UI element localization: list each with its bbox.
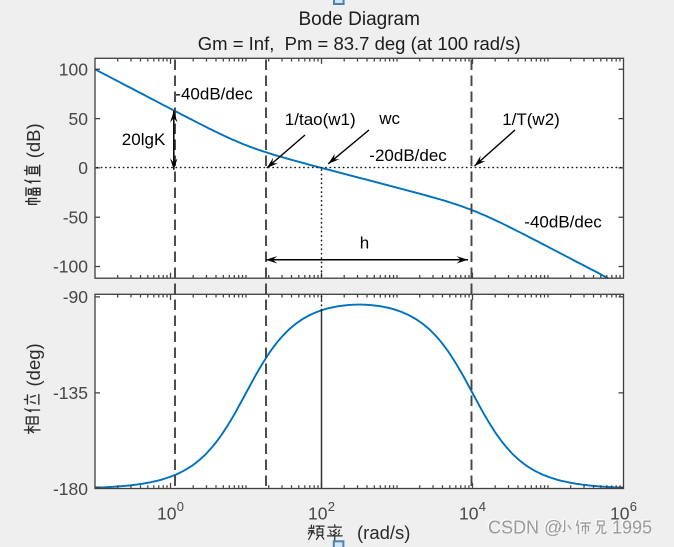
- svg-text:(dB): (dB): [23, 123, 44, 158]
- svg-text:50: 50: [69, 109, 89, 129]
- svg-text:10: 10: [308, 504, 328, 524]
- svg-text:(deg): (deg): [23, 343, 44, 386]
- svg-text:-40dB/dec: -40dB/dec: [524, 213, 602, 232]
- svg-text:Gm = Inf, Pm = 83.7 deg (at 1: Gm = Inf, Pm = 83.7 deg (at 100 rad/s): [198, 33, 521, 54]
- svg-text:10: 10: [459, 504, 479, 524]
- svg-text:-180: -180: [53, 479, 88, 499]
- svg-text:2: 2: [328, 499, 335, 514]
- svg-text:10: 10: [610, 504, 630, 524]
- svg-text:0: 0: [78, 158, 88, 178]
- svg-text:CSDN @: CSDN @: [488, 518, 562, 538]
- svg-text:1/T(w2): 1/T(w2): [502, 110, 560, 129]
- svg-text:1995: 1995: [611, 516, 651, 536]
- svg-text:Bode Diagram: Bode Diagram: [298, 9, 419, 30]
- svg-text:-50: -50: [63, 207, 89, 227]
- svg-text:-135: -135: [53, 383, 88, 403]
- svg-text:CSDN @: CSDN @: [487, 516, 561, 536]
- svg-text:-20dB/dec: -20dB/dec: [369, 146, 447, 165]
- svg-text:100: 100: [59, 60, 88, 80]
- svg-text:-90: -90: [63, 287, 89, 307]
- svg-text:6: 6: [630, 499, 637, 514]
- svg-text:1995: 1995: [612, 518, 652, 538]
- svg-text:(rad/s): (rad/s): [357, 522, 410, 543]
- svg-text:wc: wc: [378, 109, 400, 128]
- svg-text:h: h: [360, 234, 369, 253]
- svg-text:1/tao(w1): 1/tao(w1): [285, 110, 356, 129]
- svg-text:-40dB/dec: -40dB/dec: [175, 85, 253, 104]
- svg-text:-100: -100: [53, 257, 88, 277]
- svg-text:10: 10: [157, 504, 177, 524]
- svg-text:0: 0: [177, 499, 184, 514]
- svg-text:20lgK: 20lgK: [122, 130, 166, 149]
- svg-text:4: 4: [479, 499, 486, 514]
